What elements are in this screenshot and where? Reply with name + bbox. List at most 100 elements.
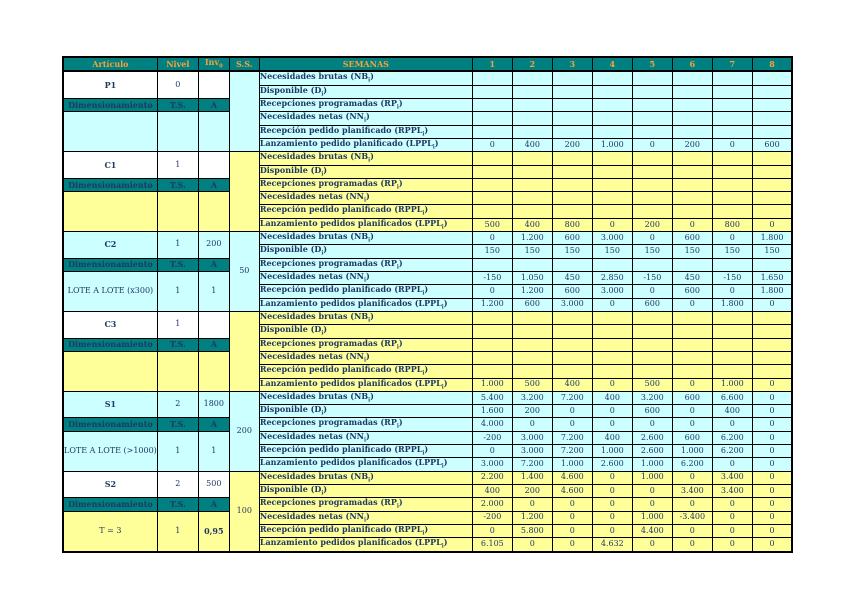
cell-week-6: 3.400 [671,483,713,499]
article-inv: 500 [197,470,230,499]
article-nivel: 2 [156,390,199,419]
cell-week-6 [671,310,713,326]
cell-week-7: 6.200 [711,444,753,459]
row-label: Lanzamiento pedido planificado (LPPLi) [258,137,473,153]
cell-week-8: 0 [751,404,793,419]
a-label: A [197,497,230,512]
cell-week-1: 2.000 [471,497,513,512]
row-label: Recepción pedido planificado (RPPLi) [258,124,473,139]
article-ss [228,70,260,153]
dimensionamiento-label: Dimensionamiento [62,337,158,352]
mrp-row-S1-6: Lanzamiento pedidos planificados (LPPLi)… [63,457,793,472]
row-label: Necesidades netas (NNi) [258,270,473,286]
cell-week-8: 0 [751,497,793,512]
col-header-week-5: 5 [631,56,673,73]
lot-param-2 [197,111,230,153]
cell-week-2 [511,337,553,352]
cell-week-4 [591,111,633,126]
cell-week-7: 0 [711,284,753,299]
row-label: Disponible (Di) [258,483,473,499]
cell-week-6: 0 [671,297,713,312]
cell-week-4 [591,310,633,326]
lot-param-1 [156,350,199,392]
row-label: Necesidades netas (NNi) [258,111,473,126]
cell-week-1: 0 [471,523,513,539]
cell-week-6 [671,191,713,206]
cell-week-5: 4.400 [631,523,673,539]
cell-week-1 [471,337,513,352]
row-label: Recepción pedido planificado (RPPLi) [258,284,473,299]
mrp-row-C2-5: Recepción pedido planificado (RPPLi) 0 1.2… [63,284,793,299]
row-label: Necesidades brutas (NBi) [258,231,473,246]
cell-week-1 [471,97,513,113]
cell-week-1 [471,124,513,139]
article-name: C1 [62,151,158,179]
cell-week-1 [471,70,513,86]
lot-param-1: 1 [156,271,199,312]
cell-week-6: 600 [671,430,713,446]
cell-week-3 [551,177,593,193]
cell-week-7 [711,124,753,139]
article-name: S2 [62,470,158,499]
dimensionamiento-label: Dimensionamiento [62,417,158,432]
cell-week-2: 600 [511,297,553,312]
ts-label: T.S. [156,417,199,432]
mrp-row-C3-6: Lanzamiento pedidos planificados (LPPLi)… [63,377,793,392]
cell-week-6 [671,111,713,126]
cell-week-3: 1.000 [551,457,593,472]
cell-week-4 [591,97,633,113]
cell-week-4 [591,204,633,219]
cell-week-3 [551,97,593,113]
cell-week-2: 3.000 [511,430,553,446]
cell-week-3 [551,84,593,99]
cell-week-5: 2.600 [631,444,673,459]
mrp-table-body: P1 0 Necesidades brutas (NBi) Disponible (D… [62,70,793,553]
cell-week-3: 4.600 [551,470,593,486]
cell-week-4: 150 [591,244,633,259]
cell-week-1 [471,257,513,273]
cell-week-7: 1.000 [711,377,753,392]
cell-week-5: 0 [631,231,673,246]
mrp-row-C2-1: C2 1 200 50 Necesidades brutas (NBi) 0 1.200 60… [62,231,793,312]
article-inv: 1800 [197,390,230,419]
cell-week-1 [471,151,513,166]
cell-week-6: 600 [671,231,713,246]
col-header-semanas: SEMANAS [258,56,473,73]
mrp-row-P1-2: Disponible (Di) [63,84,793,99]
mrp-row-C2-2: Disponible (Di) 150 150 150 150 150 150 150 150 [63,244,793,259]
article-name: C3 [62,310,158,339]
cell-week-7 [711,257,753,273]
cell-week-5 [631,337,673,352]
cell-week-3: 3.000 [551,297,593,312]
mrp-row-C3-3: Dimensionamiento T.S. A Recepciones program… [62,337,793,352]
cell-week-7 [711,177,753,193]
cell-week-5 [631,191,673,206]
ts-label: T.S. [156,497,199,512]
cell-week-2 [511,124,553,139]
cell-week-3: 0 [551,523,593,539]
cell-week-4: 2.850 [591,270,633,286]
cell-week-2: 0 [511,417,553,432]
cell-week-8 [751,97,793,113]
cell-week-5 [631,111,673,126]
cell-week-3 [551,164,593,179]
article-nivel: 2 [156,470,199,499]
row-label: Recepciones programadas (RPi) [258,417,473,432]
mrp-row-P1-3: Dimensionamiento T.S. A Recepciones program… [62,97,793,113]
cell-week-8: 1.800 [751,231,793,246]
dimensionamiento-label: Dimensionamiento [62,97,158,113]
mrp-row-C1-3: Dimensionamiento T.S. A Recepciones program… [62,177,793,193]
cell-week-8 [751,124,793,139]
cell-week-2: 1.200 [511,284,553,299]
col-header-week-1: 1 [471,56,513,73]
cell-week-4: 0 [591,377,633,392]
cell-week-7 [711,151,753,166]
cell-week-6: 6.200 [671,457,713,472]
lot-param-2: 0,95 [197,510,230,553]
cell-week-7: 0 [711,417,753,432]
article-name: C2 [62,231,158,259]
cell-week-7: 400 [711,404,753,419]
cell-week-4: 0 [591,483,633,499]
cell-week-7 [711,350,753,366]
